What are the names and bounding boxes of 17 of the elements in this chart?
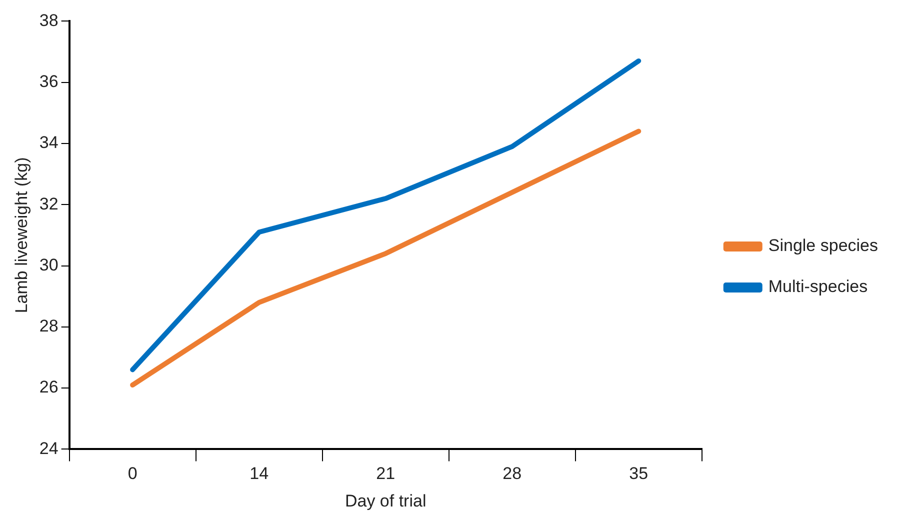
x-tick-label: 35 xyxy=(629,464,648,484)
y-axis-title: Lamb liveweight (kg) xyxy=(12,157,31,314)
x-tick-label: 14 xyxy=(250,464,269,484)
y-tick-label: 26 xyxy=(39,378,58,397)
y-tick-label: 34 xyxy=(39,133,58,152)
x-tick-label: 28 xyxy=(502,464,522,484)
y-tick-label: 38 xyxy=(39,10,58,30)
x-tick-label: 21 xyxy=(376,464,396,484)
y-tick-label: 32 xyxy=(39,194,58,214)
y-tick-label: 30 xyxy=(39,255,58,274)
x-tick-label: 0 xyxy=(128,464,138,484)
legend-label: Single species xyxy=(768,236,878,256)
y-tick-label: 28 xyxy=(39,316,58,336)
y-tick-label: 36 xyxy=(39,72,58,92)
x-axis-title: Day of trial xyxy=(344,491,426,510)
legend-label: Multi-species xyxy=(768,277,868,296)
y-tick-label: 24 xyxy=(39,438,58,458)
